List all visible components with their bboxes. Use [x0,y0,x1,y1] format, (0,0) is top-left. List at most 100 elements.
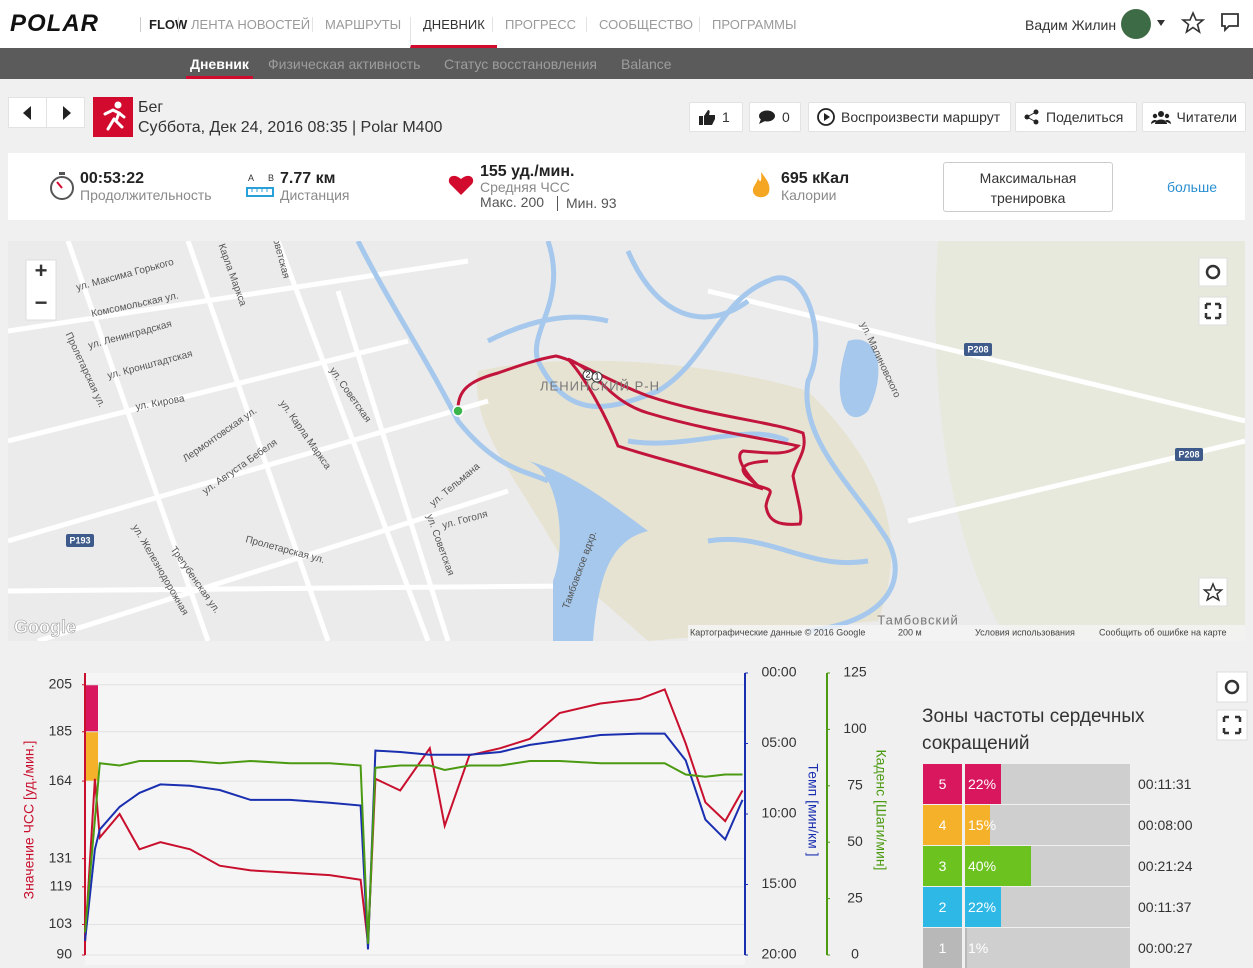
route-a: A [248,173,255,183]
y-tick-label: 90 [56,946,72,962]
zone-number: 3 [923,846,962,886]
nav-item[interactable]: ПРОГРАММЫ [699,17,809,32]
nav-item[interactable]: ПРОГРЕСС [492,17,588,32]
chart-fullscreen[interactable] [1222,715,1242,735]
hr-max: Макс. 200 [480,194,545,210]
stopwatch-icon [50,172,74,200]
summary-panel: 00:53:22 Продолжительность A B 7.77 км Д… [8,153,1245,220]
sub-nav-item[interactable]: Физическая активность [268,56,421,72]
hr-min: Мин. 93 [557,196,617,211]
next-button[interactable] [63,106,71,120]
y-tick-label: 0 [851,946,859,962]
zoom-button[interactable]: + [35,258,48,283]
map-label: ЛЕНИНСКИЙ Р-Н [540,378,660,393]
like-button[interactable]: 1 [689,102,743,132]
duration-value: 00:53:22 [80,170,145,187]
zone-track [965,805,1130,845]
zone-percent: 40% [968,858,997,874]
share-button[interactable]: Поделиться [1015,102,1137,132]
y-tick-label: 205 [49,675,73,691]
calories-label: Калории [781,187,837,203]
map-attribution[interactable]: Сообщить об ошибке на карте [1099,627,1226,637]
map-brand: Google [14,617,76,637]
y-tick-label: 75 [847,777,863,793]
route-marker-label: 1 [594,371,599,381]
y-tick-label: 185 [49,722,73,738]
user-name[interactable]: Вадим Жилин [1025,17,1117,33]
zone-duration: 00:08:00 [1138,817,1193,833]
comment-icon [759,110,775,124]
road-sign [964,343,992,356]
distance-label: Дистанция [280,187,350,203]
map-fullscreen[interactable] [1204,302,1222,320]
y-tick-label: 164 [49,772,73,788]
road-sign-label: P208 [967,344,988,354]
y-tick-label: 119 [50,878,73,894]
y-tick-label: 15:00 [761,875,796,891]
followers-button[interactable]: Читатели [1142,102,1246,132]
top-bar: POLAR FLOW ЛЕНТА НОВОСТЕЙ МАРШРУТЫ ДНЕВН… [0,0,1253,48]
zone-number: 2 [923,887,962,927]
training-benefit[interactable]: Максимальная тренировка [943,162,1113,212]
nav-item[interactable]: ЛЕНТА НОВОСТЕЙ [178,17,322,32]
zone-duration: 00:11:31 [1138,776,1192,792]
map-favorite[interactable] [1202,582,1224,602]
y-tick-label: 10:00 [761,805,796,821]
nav-item-active[interactable]: ДНЕВНИК [410,17,497,48]
zone-percent: 15% [968,817,997,833]
zone-percent: 22% [968,899,997,915]
distance-value: 7.77 км [280,170,336,187]
messages-icon[interactable] [1221,13,1239,33]
data-line [84,759,743,944]
zone-bar [965,846,1031,886]
nav-item[interactable]: СООБЩЕСТВО [586,17,705,32]
duration-label: Продолжительность [80,187,212,203]
y-tick-label: 25 [847,889,863,905]
replay-button[interactable]: Воспроизвести маршрут [808,102,1011,132]
comment-count: 0 [782,109,790,125]
previous-button[interactable] [23,106,31,120]
axis-title: Значение ЧСС [уд./мин.] [21,741,37,900]
start-marker[interactable] [452,405,464,417]
zone-bar [965,887,1002,927]
road-sign-label: P193 [69,535,90,545]
like-icon [699,110,715,125]
route-marker-label: 2 [585,369,590,379]
followers-label: Читатели [1176,109,1237,125]
sport-icon [93,97,133,137]
sub-nav-item-active[interactable]: Дневник [186,56,253,79]
sub-nav-item[interactable]: Статус восстановления [444,56,597,72]
axis-title: Темп [мин/км ] [805,763,821,856]
y-tick-label: 100 [843,720,867,736]
avatar[interactable] [1121,9,1151,39]
y-tick-label: 131 [49,849,73,865]
map-attribution[interactable]: Условия использования [975,627,1075,637]
more-link[interactable]: больше [1167,179,1217,195]
data-line [84,732,744,950]
zone-bar [965,928,967,968]
replay-label: Воспроизвести маршрут [841,109,1001,125]
sub-nav-item[interactable]: Balance [621,56,672,72]
sport-name: Бег [138,99,164,116]
zone-number: 4 [923,805,962,845]
logo[interactable]: POLAR [10,10,99,37]
header-icons [1121,9,1239,39]
favorites-icon[interactable] [1180,10,1206,34]
user-menu-caret[interactable] [1157,20,1165,26]
flame-icon [752,172,770,198]
zone-bar [965,805,990,845]
y-tick-label: 103 [49,915,73,931]
chart-settings[interactable] [1224,679,1240,695]
followers-icon [1151,111,1171,124]
y-tick-label: 05:00 [761,734,796,750]
comment-button[interactable]: 0 [749,102,801,132]
map-settings[interactable] [1205,264,1221,280]
zone-percent: 1% [968,940,989,956]
share-label: Поделиться [1046,109,1124,125]
zoom-button[interactable]: − [35,290,48,315]
nav-item[interactable]: МАРШРУТЫ [312,17,413,32]
hr-average-label: Средняя ЧСС [480,179,570,195]
